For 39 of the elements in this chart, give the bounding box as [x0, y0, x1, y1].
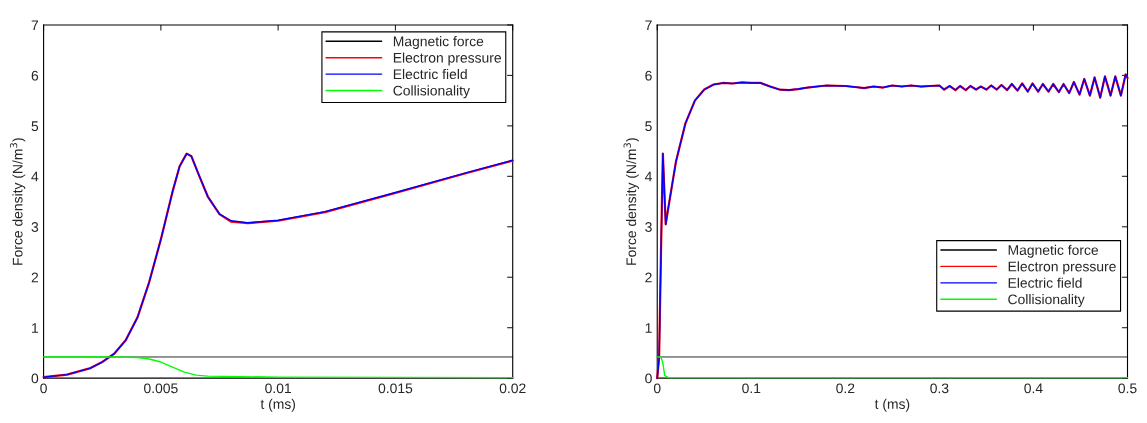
y-tick-label: 1 [645, 323, 652, 333]
x-tick-label: 0.2 [836, 383, 855, 394]
y-tick-label: 7 [645, 20, 652, 30]
legend-label: Magnetic force [1008, 244, 1099, 258]
legend-label: Electric field [1008, 277, 1082, 288]
x-tick-label: 0.4 [1024, 383, 1043, 394]
x-tick-label: 0.01 [265, 383, 291, 394]
y-tick-label: 6 [31, 70, 39, 81]
y-tick-label: 3 [31, 222, 39, 232]
y-tick-label: 4 [644, 171, 652, 182]
y-tick-label: 5 [645, 121, 652, 132]
x-axis-title: t (ms) [260, 398, 296, 412]
x-tick-label: 0.3 [930, 383, 949, 394]
y-axis-title: Force density (N/m$^{3}$) [623, 138, 639, 265]
y-tick-label: 0 [31, 373, 39, 384]
legend-label: Collisionality [1008, 294, 1085, 308]
legend-label: Collisionality [393, 85, 470, 99]
y-tick-label: 4 [31, 171, 39, 182]
x-tick-label: 0.5 [1118, 383, 1137, 394]
y-tick-label: 1 [32, 323, 39, 333]
x-tick-label: 0.005 [144, 383, 178, 394]
x-axis-title: t (ms) [874, 398, 910, 412]
legend-label: Electron pressure [393, 52, 501, 66]
x-tick-label: 0.1 [742, 383, 761, 394]
legend-label: Electric field [393, 68, 467, 80]
y-tick-label: 6 [645, 70, 652, 81]
legend-label: Electron pressure [1008, 261, 1116, 275]
y-tick-label: 3 [645, 222, 652, 232]
x-tick-label: 0.015 [378, 383, 413, 394]
y-axis-title: Force density (N/m$^{3}$) [9, 138, 26, 265]
y-tick-label: 5 [31, 121, 39, 132]
x-tick-label: 0 [40, 383, 47, 394]
y-tick-label: 2 [645, 272, 652, 283]
legend-label: Magnetic force [393, 36, 484, 50]
x-tick-label: 0 [653, 383, 661, 394]
y-tick-label: 0 [645, 373, 652, 384]
y-tick-label: 7 [31, 20, 39, 30]
x-tick-label: 0.02 [499, 383, 526, 394]
y-tick-label: 2 [31, 272, 39, 283]
